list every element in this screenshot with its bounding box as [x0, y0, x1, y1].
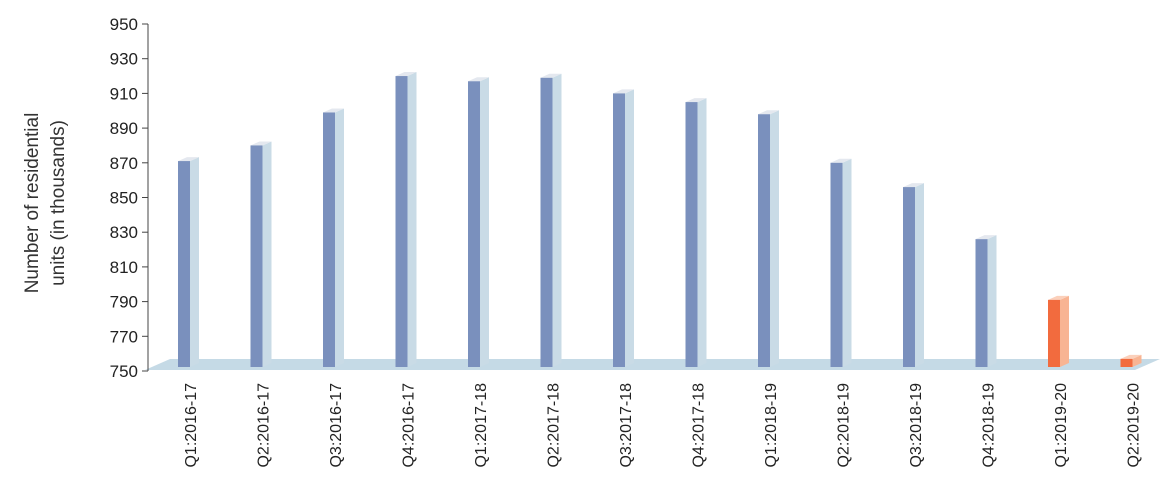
bar [468, 77, 489, 367]
bar-top [830, 158, 852, 163]
y-tick-label: 850 [110, 189, 138, 208]
bar-top [323, 108, 344, 113]
x-category-label: Q2:2017-18 [546, 383, 563, 468]
bar-top [613, 89, 634, 94]
y-tick-label: 810 [110, 258, 138, 277]
bar-side [915, 183, 924, 367]
y-axis-title-line-2: units (in thousands) [48, 120, 69, 286]
bars-group [178, 72, 1142, 368]
bar-front [323, 112, 335, 367]
x-category-label: Q1:2017-18 [473, 383, 490, 468]
y-tick-label: 950 [110, 15, 138, 34]
bar-front [613, 93, 625, 368]
bar-front [1120, 358, 1133, 367]
bar-front [685, 102, 698, 367]
bar-front [903, 187, 915, 367]
bar [1048, 295, 1069, 367]
bar [178, 157, 199, 367]
bar-side [190, 157, 199, 367]
bar-front [468, 81, 480, 367]
bar-side [625, 89, 634, 368]
bar-side [1132, 354, 1142, 367]
bar-side [262, 141, 272, 367]
bar-front [830, 162, 843, 367]
bar-side [407, 72, 417, 368]
bar-side [770, 110, 779, 367]
bar-top [540, 73, 562, 78]
bar-front [395, 76, 408, 368]
bar-top [1048, 295, 1069, 300]
bar-front [178, 161, 190, 367]
x-category-label: Q2:2018-19 [836, 383, 853, 468]
bar-front [540, 77, 553, 367]
y-axis: 750 770 790 810 830 850 870 890 910 930 950 [110, 15, 149, 381]
y-tick-label: 830 [110, 223, 138, 242]
y-tick-label: 750 [110, 362, 138, 381]
x-category-label: Q3:2018-19 [908, 383, 925, 468]
x-category-label: Q1:2018-19 [763, 383, 780, 468]
bar-front [758, 114, 770, 367]
x-axis-labels: Q1:2016-17 Q2:2016-17 Q3:2016-17 Q4:2016-17… [183, 383, 1143, 468]
bar-top [250, 141, 272, 146]
bar [1120, 354, 1142, 367]
bar [613, 89, 634, 368]
y-tick-label: 890 [110, 119, 138, 138]
x-category-label: Q1:2019-20 [1053, 383, 1070, 468]
bar [903, 183, 924, 367]
bar [323, 108, 344, 368]
bar-top [975, 235, 997, 240]
bar [540, 73, 562, 367]
bar-side [987, 235, 997, 367]
bar-front [1048, 299, 1060, 367]
bar-top [758, 110, 779, 115]
bar-side [697, 98, 707, 367]
y-axis-title-line-1: Number of residential [22, 113, 43, 294]
bar [758, 110, 779, 367]
bar-side [552, 73, 562, 367]
bar [975, 235, 997, 367]
x-category-label: Q4:2016-17 [401, 383, 418, 468]
y-tick-label: 930 [110, 50, 138, 69]
bar-top [1120, 354, 1142, 359]
y-tick-label: 790 [110, 293, 138, 312]
bar-side [1060, 295, 1069, 367]
y-axis-title-group: Number of residential units (in thousand… [22, 113, 69, 294]
bar [685, 98, 707, 367]
bar-top [685, 98, 707, 103]
x-category-label: Q3:2016-17 [328, 383, 345, 468]
x-category-label: Q4:2018-19 [981, 383, 998, 468]
bar-top [903, 183, 924, 188]
bar-top [178, 157, 199, 162]
y-tick-label: 770 [110, 327, 138, 346]
bar-front [250, 145, 263, 367]
x-category-label: Q2:2019-20 [1126, 383, 1143, 468]
bar [830, 158, 852, 367]
bar-side [480, 77, 489, 367]
bar [395, 72, 417, 368]
bar [250, 141, 272, 367]
y-tick-label: 870 [110, 154, 138, 173]
y-tick-label: 910 [110, 84, 138, 103]
x-category-label: Q4:2017-18 [691, 383, 708, 468]
bar-top [468, 77, 489, 82]
chart-floor [145, 359, 1160, 370]
x-category-label: Q1:2016-17 [183, 383, 200, 468]
bar-front [975, 239, 988, 367]
floor-slab [145, 359, 1160, 370]
bar-top [395, 72, 417, 77]
bar-side [842, 158, 852, 367]
bar-side [335, 108, 344, 368]
x-category-label: Q2:2016-17 [256, 383, 273, 468]
x-category-label: Q3:2017-18 [618, 383, 635, 468]
